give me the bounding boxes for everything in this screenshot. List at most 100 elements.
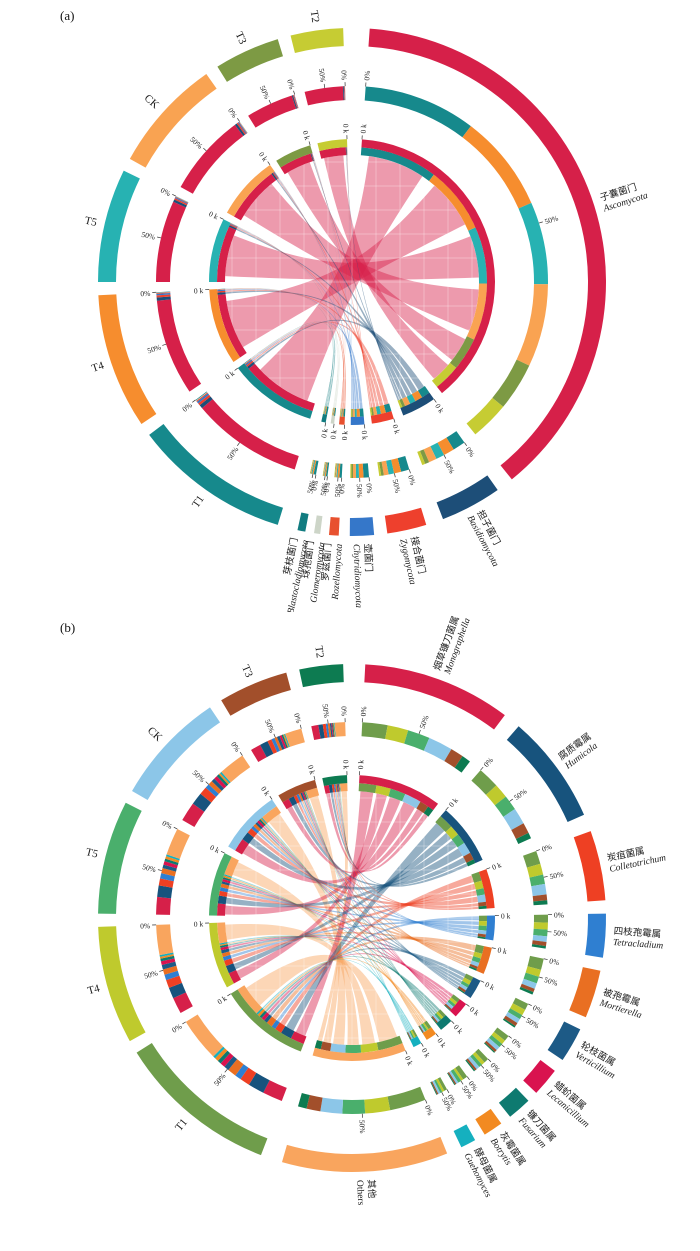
mid-stack [159,952,174,957]
mid-stack [311,724,321,740]
tick-0k-T1-text: 0 k [216,994,229,1007]
chord-Ascomycota-T5 [225,235,479,280]
inner-stack [471,871,482,883]
inner-stack [463,852,474,863]
inner-stack [275,1022,286,1033]
inner-stack [338,783,340,792]
tick-pct50-Basidiomycota-text: 50% [442,459,456,475]
mid-stack [160,873,175,882]
chord-Botrytis-T1 [263,958,427,1023]
outer-arc [136,1043,268,1156]
inner-stack [474,944,485,954]
inner-stack [244,358,252,364]
chord-Mortierella-T1 [272,936,477,1020]
chord-Monographella-CK [242,802,415,884]
mid-stack [323,462,327,476]
inner-stack [235,839,249,855]
inner-stack [324,406,328,415]
inner-stack [346,147,348,156]
inner-stack [314,1040,323,1050]
tick-pct50-Ascomycota-mark [538,221,543,224]
inner-stack [478,925,487,931]
tick-pct0-T4: 0% [140,289,150,299]
inner-stack [261,817,268,825]
outer-arc [573,831,606,902]
chord-Ascomycota-T4 [226,185,466,348]
mid-stack [161,961,177,970]
tick-pct0-T5-text: 0% [159,186,172,198]
chord-Mortierella-T4 [229,932,475,956]
tick-pct50-Blastocladiomycota-text: 50% [305,479,317,494]
tick-0k-Basidiomycota: 0 k [433,402,446,415]
tick-pct50-T2-text: 50% [321,703,332,718]
tick-0k-T5-text: 0 k [209,843,222,855]
inner-stack [339,783,341,792]
inner-arc [400,392,435,416]
mid-stack [216,774,229,787]
inner-arc [237,363,313,419]
tick-0k-Basidiomycota-text: 0 k [433,402,446,415]
mid-stack [248,95,297,128]
inner-stack [303,791,308,800]
inner-stack [220,946,229,951]
tick-pct50-Zygomycota-text: 50% [391,478,403,493]
tick-0k-Glomeromycota-mark [333,423,335,428]
inner-stack [457,842,471,857]
tick-pct50-Zygomycota-mark [394,473,396,478]
inner-stack [406,394,416,404]
tick-pct0-T5-mark [172,194,176,197]
tick-pct0-Colletotrichum-mark [536,849,541,852]
inner-stack [255,821,263,830]
inner-stack [228,969,241,984]
inner-stack [272,172,279,180]
mid-stack [488,1034,503,1048]
inner-stack [224,856,239,877]
inner-stack [319,147,347,159]
inner-stack [466,859,476,867]
mid-stack [533,900,548,906]
inner-stack [222,954,232,961]
mid-stack [512,997,529,1010]
tick-0k-Glomeromycota: 0 k [328,429,338,440]
chord-Ascomycota-T2 [323,155,449,379]
mid-stack [174,197,188,204]
tick-pct0-Verticillium-text: 0% [531,1003,544,1015]
inner-stack [420,1023,428,1032]
tick-pct0-T5: 0% [161,818,174,831]
inner-stack [311,153,315,161]
mid-stack [493,1027,509,1041]
inner-stack [330,1043,346,1053]
mid-stack [200,787,217,803]
mid-stack [484,1040,497,1053]
mid-stack [475,1048,489,1063]
inner-stack [217,922,228,944]
mid-stack [335,463,338,478]
tick-pct50-Mortierella-text: 50% [543,975,559,988]
mid-stack [377,461,382,477]
outer-arc [290,28,344,54]
mid-stack [352,463,357,478]
tick-pct50-Others: 50% [357,1120,367,1134]
inner-stack [434,1013,442,1021]
tick-pct0-T1-text: 0% [180,401,193,414]
mid-stack [379,461,384,476]
tick-pct0-T1-text: 0% [170,1022,183,1035]
inner-stack [462,977,472,985]
tick-pct0-Tetracladium-text: 0% [554,910,564,919]
inner-stack [351,409,353,418]
mid-stack [505,1011,520,1024]
mid-stack [444,749,463,768]
outer-arc [281,1136,448,1172]
inner-stack [431,1016,437,1024]
tick-pct50-Rozellomycota: 50% [333,483,343,497]
inner-stack [399,398,406,408]
tick-0k-T4-text: 0 k [194,286,204,295]
tick-0k-T3: 0 k [306,764,317,776]
tick-pct50-T5-text: 50% [141,862,157,874]
inner-stack [220,948,230,954]
mid-stack [334,463,336,478]
tick-pct50-T3: 50% [263,718,277,734]
mid-stack [279,735,287,749]
